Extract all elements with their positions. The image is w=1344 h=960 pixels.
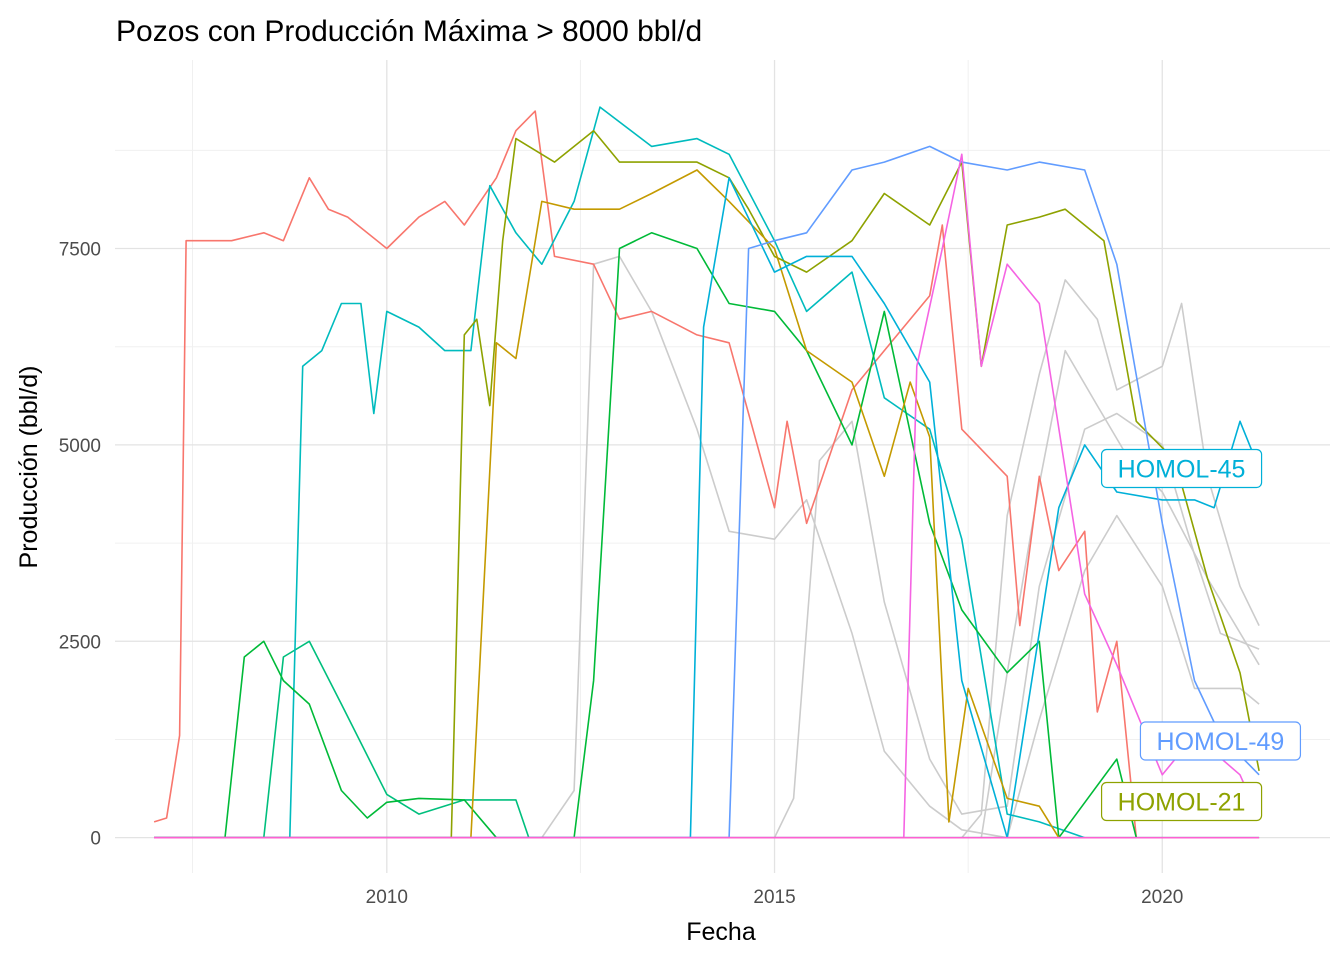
y-tick-label: 7500 [59,240,101,261]
label-homol-21: HOMOL-21 [1100,781,1263,822]
y-tick-labels: 0 2500 5000 7500 [59,240,101,850]
y-tick-label: 0 [90,829,101,850]
series-line-5 [153,110,1138,838]
series-line-6 [154,640,1260,839]
series-line-0 [541,255,1008,839]
x-tick-label: 2020 [1141,887,1183,908]
label-text: HOMOL-45 [1118,455,1246,483]
x-tick-label: 2010 [366,887,408,908]
label-text: HOMOL-21 [1118,789,1246,817]
series-labels: HOMOL-45 HOMOL-49 HOMOL-21 [1100,448,1302,822]
y-tick-label: 5000 [59,436,101,457]
series-line-10 [154,169,1060,839]
x-tick-labels: 2010 2015 2020 [366,887,1184,908]
chart-title: Pozos con Producción Máxima > 8000 bbl/d [116,15,702,48]
x-axis-title: Fecha [686,918,756,946]
series-line-8 [154,232,1138,839]
label-homol-49: HOMOL-49 [1139,721,1302,761]
label-text: HOMOL-49 [1157,728,1285,756]
series-line-7 [263,106,1085,839]
series-line-13 [154,153,1260,839]
x-tick-label: 2015 [753,887,795,908]
series-line-1 [773,412,1260,839]
label-box [1100,448,1263,489]
series-line-2 [961,279,1260,839]
series-group [153,106,1260,839]
y-axis-title: Producción (bbl/d) [15,366,43,569]
label-box [1100,781,1263,822]
series-line-4 [1006,514,1260,838]
label-box [1139,721,1302,761]
y-tick-label: 2500 [59,632,101,653]
series-line-11 [154,177,1260,839]
label-homol-45: HOMOL-45 [1100,448,1263,489]
series-line-3 [980,349,1260,838]
